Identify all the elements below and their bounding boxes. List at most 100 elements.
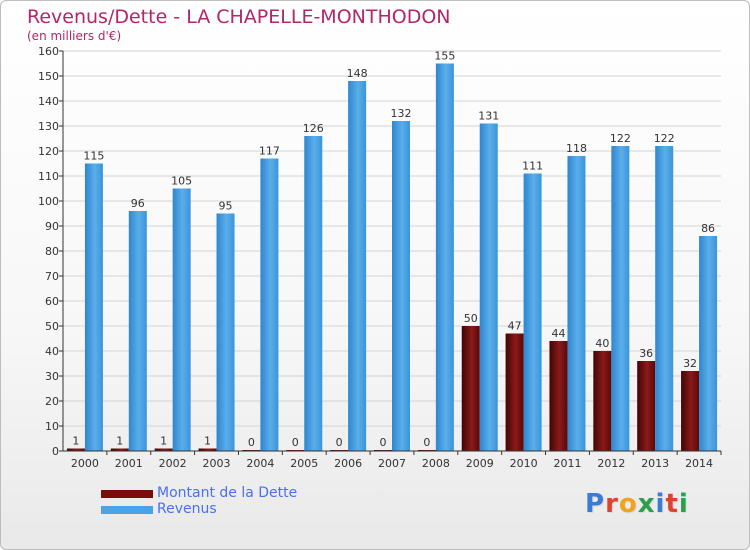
x-tick-label: 2004 (246, 457, 274, 470)
data-label-revenus: 105 (171, 175, 192, 188)
logo-letter: x (637, 489, 656, 519)
logo-letter: o (618, 489, 638, 519)
y-tick-label: 100 (38, 195, 59, 208)
legend-label-revenus: Revenus (157, 501, 217, 517)
bar-revenus (84, 163, 103, 451)
data-label-revenus: 115 (83, 150, 104, 163)
bar-dette (637, 361, 656, 451)
bar-dette (110, 448, 129, 451)
x-tick-label: 2009 (466, 457, 494, 470)
data-label-dette: 0 (380, 436, 387, 449)
data-label-dette: 50 (464, 312, 478, 325)
y-tick-label: 130 (38, 120, 59, 133)
data-label-revenus: 118 (566, 142, 587, 155)
y-tick-label: 20 (45, 395, 59, 408)
axes (62, 51, 721, 452)
data-label-dette: 0 (248, 436, 255, 449)
bar-revenus (260, 158, 279, 451)
y-tick-label: 70 (45, 270, 59, 283)
x-tick-label: 2001 (115, 457, 143, 470)
bar-revenus (699, 236, 718, 451)
bar-revenus (216, 213, 235, 451)
x-tick-label: 2010 (510, 457, 538, 470)
bar-dette (66, 448, 85, 451)
data-label-dette: 0 (336, 436, 343, 449)
data-label-dette: 0 (292, 436, 299, 449)
data-label-revenus: 117 (259, 145, 280, 158)
y-axis-ticks: 0 10 20 30 40 50 60 70 80 90 100 110 120 130 140 150 160 (38, 45, 63, 458)
logo-letter: r (605, 489, 619, 519)
data-label-revenus: 111 (522, 160, 543, 173)
y-tick-label: 80 (45, 245, 59, 258)
y-tick-label: 40 (45, 345, 59, 358)
bar-dette (681, 371, 700, 451)
bar-revenus (655, 146, 674, 451)
chart-subtitle: (en milliers d'€) (27, 29, 122, 43)
x-tick-label: 2011 (553, 457, 581, 470)
x-tick-label: 2007 (378, 457, 406, 470)
bar-revenus (128, 211, 147, 451)
data-label-revenus: 96 (131, 197, 145, 210)
x-tick-label: 2002 (159, 457, 187, 470)
bar-dette (154, 448, 173, 451)
bar-dette (505, 333, 524, 451)
data-label-dette: 1 (116, 435, 123, 448)
bar-revenus (523, 173, 542, 451)
x-tick-label: 2012 (597, 457, 625, 470)
bar-revenus (611, 146, 630, 451)
data-label-dette: 36 (639, 347, 653, 360)
bar-revenus (479, 123, 498, 451)
y-tick-label: 160 (38, 45, 59, 58)
bar-revenus (435, 63, 454, 451)
bars (66, 63, 718, 451)
data-label-dette: 47 (508, 320, 522, 333)
proxiti-logo: Proxiti (585, 489, 689, 519)
chart-title: Revenus/Dette - LA CHAPELLE-MONTHODON (27, 6, 451, 28)
x-tick-label: 2005 (290, 457, 318, 470)
data-label-revenus: 86 (701, 222, 715, 235)
bar-revenus (304, 136, 323, 451)
y-tick-label: 60 (45, 295, 59, 308)
logo-letter: P (585, 489, 606, 519)
data-label-dette: 44 (551, 327, 565, 340)
x-tick-label: 2000 (71, 457, 99, 470)
data-label-revenus: 131 (478, 110, 499, 123)
data-label-dette: 40 (595, 337, 609, 350)
data-label-revenus: 148 (347, 67, 368, 80)
y-tick-label: 140 (38, 95, 59, 108)
logo-letter: i (678, 489, 689, 519)
y-tick-label: 110 (38, 170, 59, 183)
y-tick-label: 150 (38, 70, 59, 83)
data-label-revenus: 126 (303, 122, 324, 135)
bar-dette (461, 326, 480, 451)
legend-label-dette: Montant de la Dette (157, 485, 298, 501)
data-label-dette: 1 (72, 435, 79, 448)
y-tick-label: 50 (45, 320, 59, 333)
x-tick-label: 2008 (422, 457, 450, 470)
data-label-dette: 1 (204, 435, 211, 448)
bar-dette (198, 448, 217, 451)
data-labels: 1 115 1 96 1 105 1 95 0 117 0 126 0 148 0 132 0 155 50 131 4… (72, 50, 715, 450)
data-label-revenus: 132 (391, 107, 412, 120)
data-label-revenus: 155 (434, 50, 455, 63)
x-axis-ticks: 2000 2001 2002 2003 2004 2005 2006 2007 2008 2009… (71, 451, 722, 470)
x-tick-label: 2003 (203, 457, 231, 470)
bar-revenus (567, 156, 586, 451)
data-label-revenus: 95 (219, 200, 233, 213)
legend-swatch-dette (101, 490, 153, 498)
data-label-dette: 1 (160, 435, 167, 448)
data-label-revenus: 122 (610, 132, 631, 145)
data-label-dette: 0 (423, 436, 430, 449)
y-tick-label: 10 (45, 420, 59, 433)
legend-swatch-revenus (101, 506, 153, 514)
bar-revenus (392, 121, 410, 451)
x-tick-label: 2006 (334, 457, 362, 470)
data-label-dette: 32 (683, 357, 697, 370)
logo-letter: i (655, 489, 666, 519)
logo-letter: t (665, 489, 679, 519)
y-tick-label: 30 (45, 370, 59, 383)
bar-dette (549, 341, 568, 451)
x-tick-label: 2013 (641, 457, 669, 470)
